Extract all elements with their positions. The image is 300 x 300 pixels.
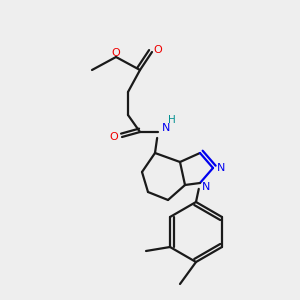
Text: H: H (168, 115, 176, 125)
Text: O: O (110, 132, 118, 142)
Text: N: N (217, 163, 225, 173)
Text: N: N (162, 123, 170, 133)
Text: O: O (154, 45, 162, 55)
Text: N: N (202, 182, 210, 192)
Text: O: O (112, 48, 120, 58)
